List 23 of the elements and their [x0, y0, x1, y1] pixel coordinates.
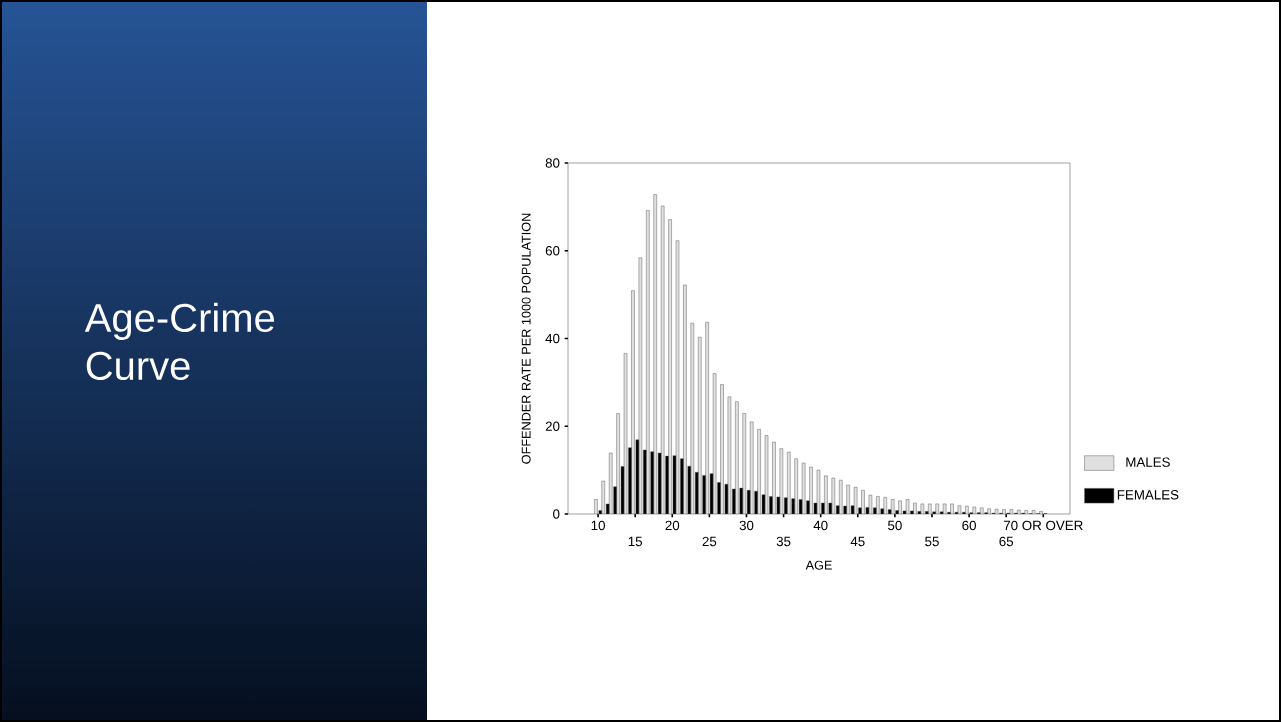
x-tick-label: 20	[665, 520, 680, 531]
x-tick-label: 35	[776, 536, 791, 547]
y-tick-label: 0	[553, 509, 560, 519]
x-tick-label: 40	[813, 520, 828, 531]
x-tick-label: 65	[999, 536, 1014, 547]
y-axis-title: OFFENDER RATE PER 1000 POPULATION	[521, 213, 531, 464]
y-tick-label: 60	[545, 246, 560, 256]
y-tick-label: 80	[545, 158, 560, 168]
x-axis-title: AGE	[805, 560, 832, 570]
text: Age-Crime Curve	[84, 302, 275, 381]
y-tick-label: 40	[545, 333, 560, 344]
legend-label: MALES	[1126, 457, 1170, 467]
x-tick-label: 10	[591, 520, 605, 531]
x-tick-label: 25	[702, 536, 717, 547]
legend-label: FEMALES	[1117, 490, 1179, 500]
x-tick-label: 70 OR OVER	[1003, 520, 1083, 531]
y-tick-label: 20	[545, 421, 560, 431]
x-tick-label: 45	[850, 536, 865, 547]
x-tick-label: 30	[739, 520, 754, 531]
x-tick-label: 15	[628, 536, 643, 547]
x-tick-label: 50	[888, 520, 902, 531]
x-tick-label: 60	[962, 520, 976, 531]
x-tick-label: 55	[925, 536, 939, 547]
